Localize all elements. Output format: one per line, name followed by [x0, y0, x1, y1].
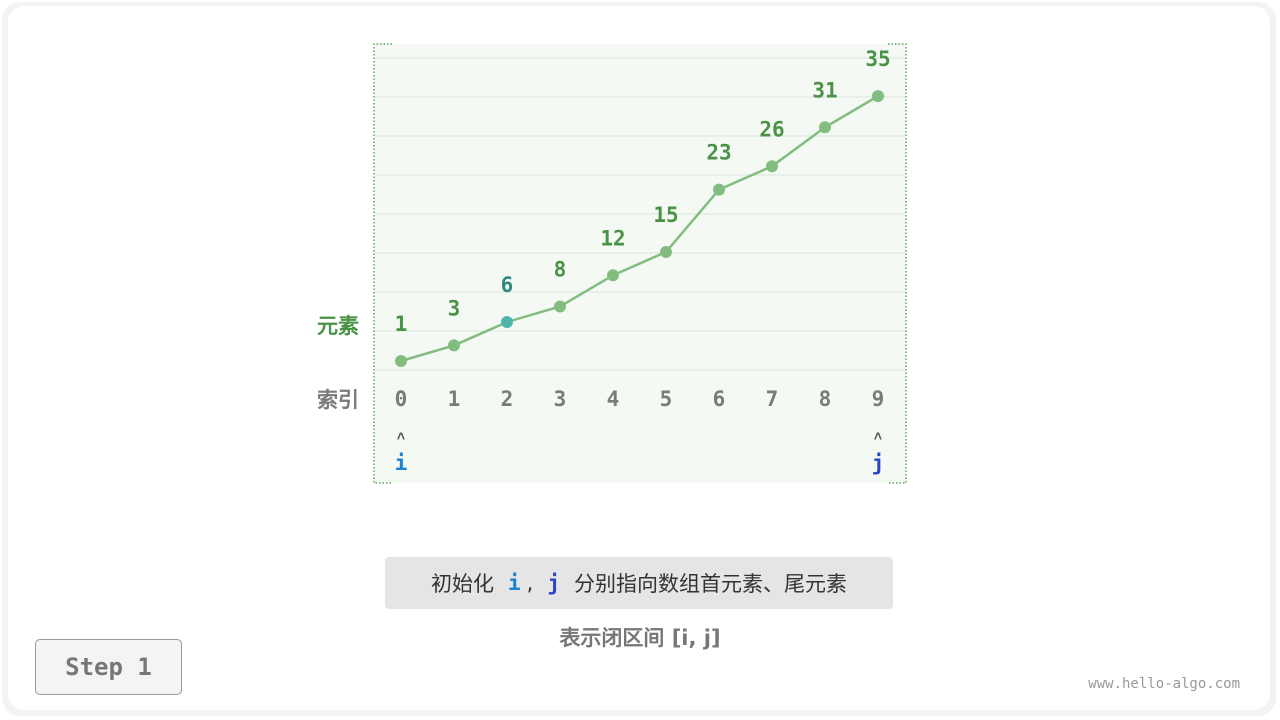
- message-i: i: [508, 571, 521, 595]
- value-label: 12: [600, 226, 625, 250]
- index-label: 3: [554, 387, 567, 411]
- pointer-arrow-j: ˄: [874, 429, 882, 445]
- index-label: 1: [448, 387, 461, 411]
- interval-note: 表示闭区间 [i, j]: [559, 626, 721, 650]
- data-point: [501, 316, 513, 329]
- index-label: 4: [607, 387, 620, 411]
- index-label: 8: [819, 387, 832, 411]
- index-label: 6: [713, 387, 726, 411]
- index-label: 7: [766, 387, 779, 411]
- step-button[interactable]: Step 1: [35, 639, 182, 695]
- value-label: 3: [448, 296, 461, 320]
- message-prefix: 初始化: [431, 572, 494, 596]
- data-point: [819, 121, 831, 134]
- data-point: [448, 339, 460, 352]
- element-row-label: 元素: [317, 314, 359, 338]
- value-label: 15: [653, 203, 678, 227]
- pointer-i: i: [395, 451, 408, 475]
- value-line: [400, 95, 879, 363]
- value-label: 26: [759, 117, 784, 141]
- value-label: 31: [812, 78, 837, 102]
- pointer-j: j: [872, 451, 885, 475]
- data-point: [713, 183, 725, 196]
- watermark: www.hello-algo.com: [1088, 676, 1240, 692]
- left-bracket: [373, 43, 392, 484]
- data-point: [554, 300, 566, 313]
- data-point: [872, 90, 884, 103]
- value-label: 35: [865, 47, 890, 71]
- data-point: [660, 245, 672, 258]
- data-point: [395, 355, 407, 367]
- message-j: j: [547, 571, 560, 595]
- data-point: [766, 160, 778, 173]
- message-comma: ,: [526, 571, 534, 595]
- index-label: 0: [395, 387, 408, 411]
- index-label: 5: [660, 387, 673, 411]
- value-label: 23: [706, 141, 731, 165]
- right-bracket: [888, 43, 907, 484]
- index-label: 2: [501, 387, 514, 411]
- pointer-arrow-i: ˄: [397, 429, 405, 445]
- index-row-label: 索引: [317, 388, 359, 412]
- index-label: 9: [872, 387, 885, 411]
- message-suffix: 分别指向数组首元素、尾元素: [574, 572, 847, 596]
- value-label: 1: [395, 312, 408, 336]
- step-message: 初始化 i , j 分别指向数组首元素、尾元素: [385, 557, 893, 609]
- data-point: [607, 269, 619, 282]
- value-label: 6: [501, 273, 514, 297]
- value-label: 8: [554, 257, 567, 281]
